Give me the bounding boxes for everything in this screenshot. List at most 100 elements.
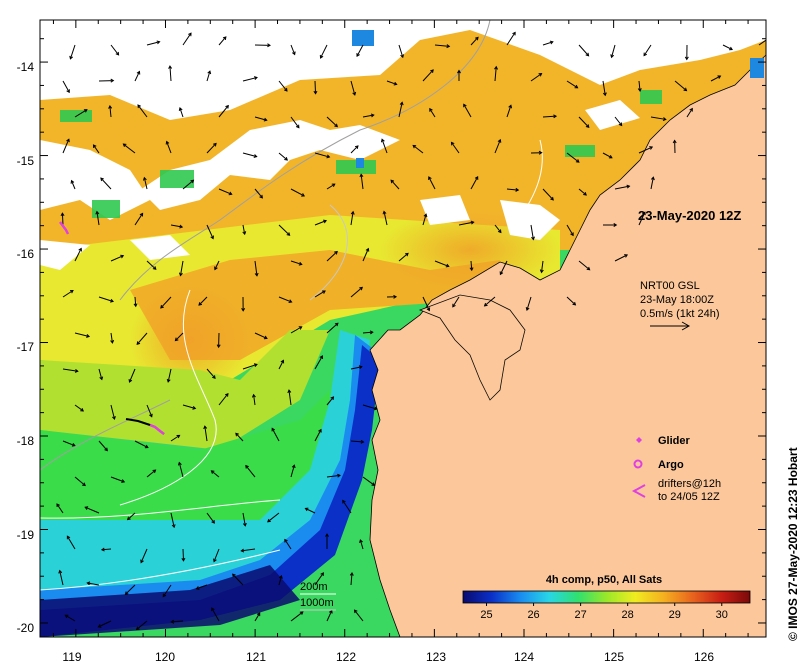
current-arrow-head [298,326,303,330]
current-arrow [458,221,474,226]
current-arrow-head [320,572,324,576]
current-arrow-head [160,304,164,309]
current-arrow [542,188,554,201]
current-arrow-head [140,559,144,564]
current-arrow-head [325,533,329,537]
current-arrow [110,332,113,343]
current-arrow [137,104,148,118]
current-arrow [74,248,82,262]
current-arrow-head [210,470,215,474]
current-arrow-head [585,52,590,57]
current-arrow-head [66,138,70,143]
glider-track-recent [149,423,165,435]
current-arrow-head [97,624,102,628]
current-arrow-head [149,413,153,418]
isobath-200-label: 200m [300,581,328,593]
current-arrow [290,611,304,622]
current-arrow-head [212,375,216,379]
current-arrow-head [222,36,227,40]
current-arrow [74,476,86,486]
current-arrow-head [613,223,618,227]
current-arrow [422,214,427,226]
current-arrow-head [133,303,138,308]
current-arrow-head [69,55,74,60]
current-arrow [74,404,84,412]
current-arrow-head [136,341,141,346]
colorbar-tick-label: 25 [480,609,492,621]
current-arrow [428,176,436,190]
current-arrow-head [349,571,354,576]
current-arrow-head [162,593,167,598]
current-arrow [540,260,544,273]
current-arrow-head [298,261,303,266]
current-arrow-head [353,609,358,614]
current-arrow-head [549,40,554,45]
current-arrow [422,296,430,311]
current-arrow-head [142,176,147,181]
current-arrow-head [531,236,535,241]
current-arrow [314,572,324,586]
current-arrow [710,75,721,82]
current-arrow-head [412,144,417,149]
x-tick-label: 119 [62,650,81,664]
current-arrow-head [178,272,183,277]
current-source: NRT00 GSL [640,280,700,292]
legend-argo: Argo [658,459,684,471]
current-arrow-head [356,53,360,58]
legend-glider: Glider [658,435,691,447]
current-arrow-head [152,469,157,474]
current-arrow-head [334,123,339,128]
current-arrow-head [122,143,127,148]
current-arrow-head [445,263,450,268]
current-arrow-head [203,425,208,430]
current-arrow [110,44,119,56]
current-arrow [284,539,292,550]
current-arrow [506,188,519,191]
current-arrow-head [128,378,133,383]
current-arrow-head [267,43,271,48]
current-arrow-head [120,254,125,259]
current-arrow-head [430,69,434,74]
current-arrow [362,476,375,486]
current-arrow [136,332,148,345]
current-arrow-head [82,482,86,487]
current-arrow [62,290,74,298]
current-arrow-head [74,368,79,373]
current-arrow-head [539,269,544,274]
current-arrow [320,44,328,59]
current-arrow-head [369,330,374,335]
current-arrow [494,224,502,233]
current-arrow-head [170,619,175,624]
current-arrow-head [139,212,144,217]
colorbar-tick-label: 26 [527,609,539,621]
current-arrow [169,66,172,82]
current-arrow [196,584,208,590]
current-arrow-head [152,266,157,270]
current-arrow [96,211,100,226]
current-arrow-head [650,176,655,181]
x-tick-label: 125 [604,650,624,664]
current-arrow-head [198,302,203,306]
current-arrow-head [112,416,116,420]
current-arrow-head [457,69,461,74]
y-tick-label: -18 [17,434,35,448]
current-arrow [470,37,479,46]
current-arrow-head [583,192,587,196]
current-arrow-head [359,286,363,291]
current-arrow [56,503,64,514]
current-arrow-head [380,138,385,143]
current-arrow [578,116,590,128]
current-arrow-head [58,569,63,574]
current-arrow [125,584,136,595]
current-arrow [242,152,257,158]
current-arrow-head [284,156,289,161]
current-arrow-head [259,194,263,199]
current-arrow [362,404,377,410]
current-arrow [494,66,497,82]
current-arrow-head [176,434,181,439]
current-arrow [722,44,733,51]
glider-icon [636,437,642,443]
current-arrow [602,152,613,159]
current-arrow-head [71,442,76,447]
current-arrow [170,224,183,228]
